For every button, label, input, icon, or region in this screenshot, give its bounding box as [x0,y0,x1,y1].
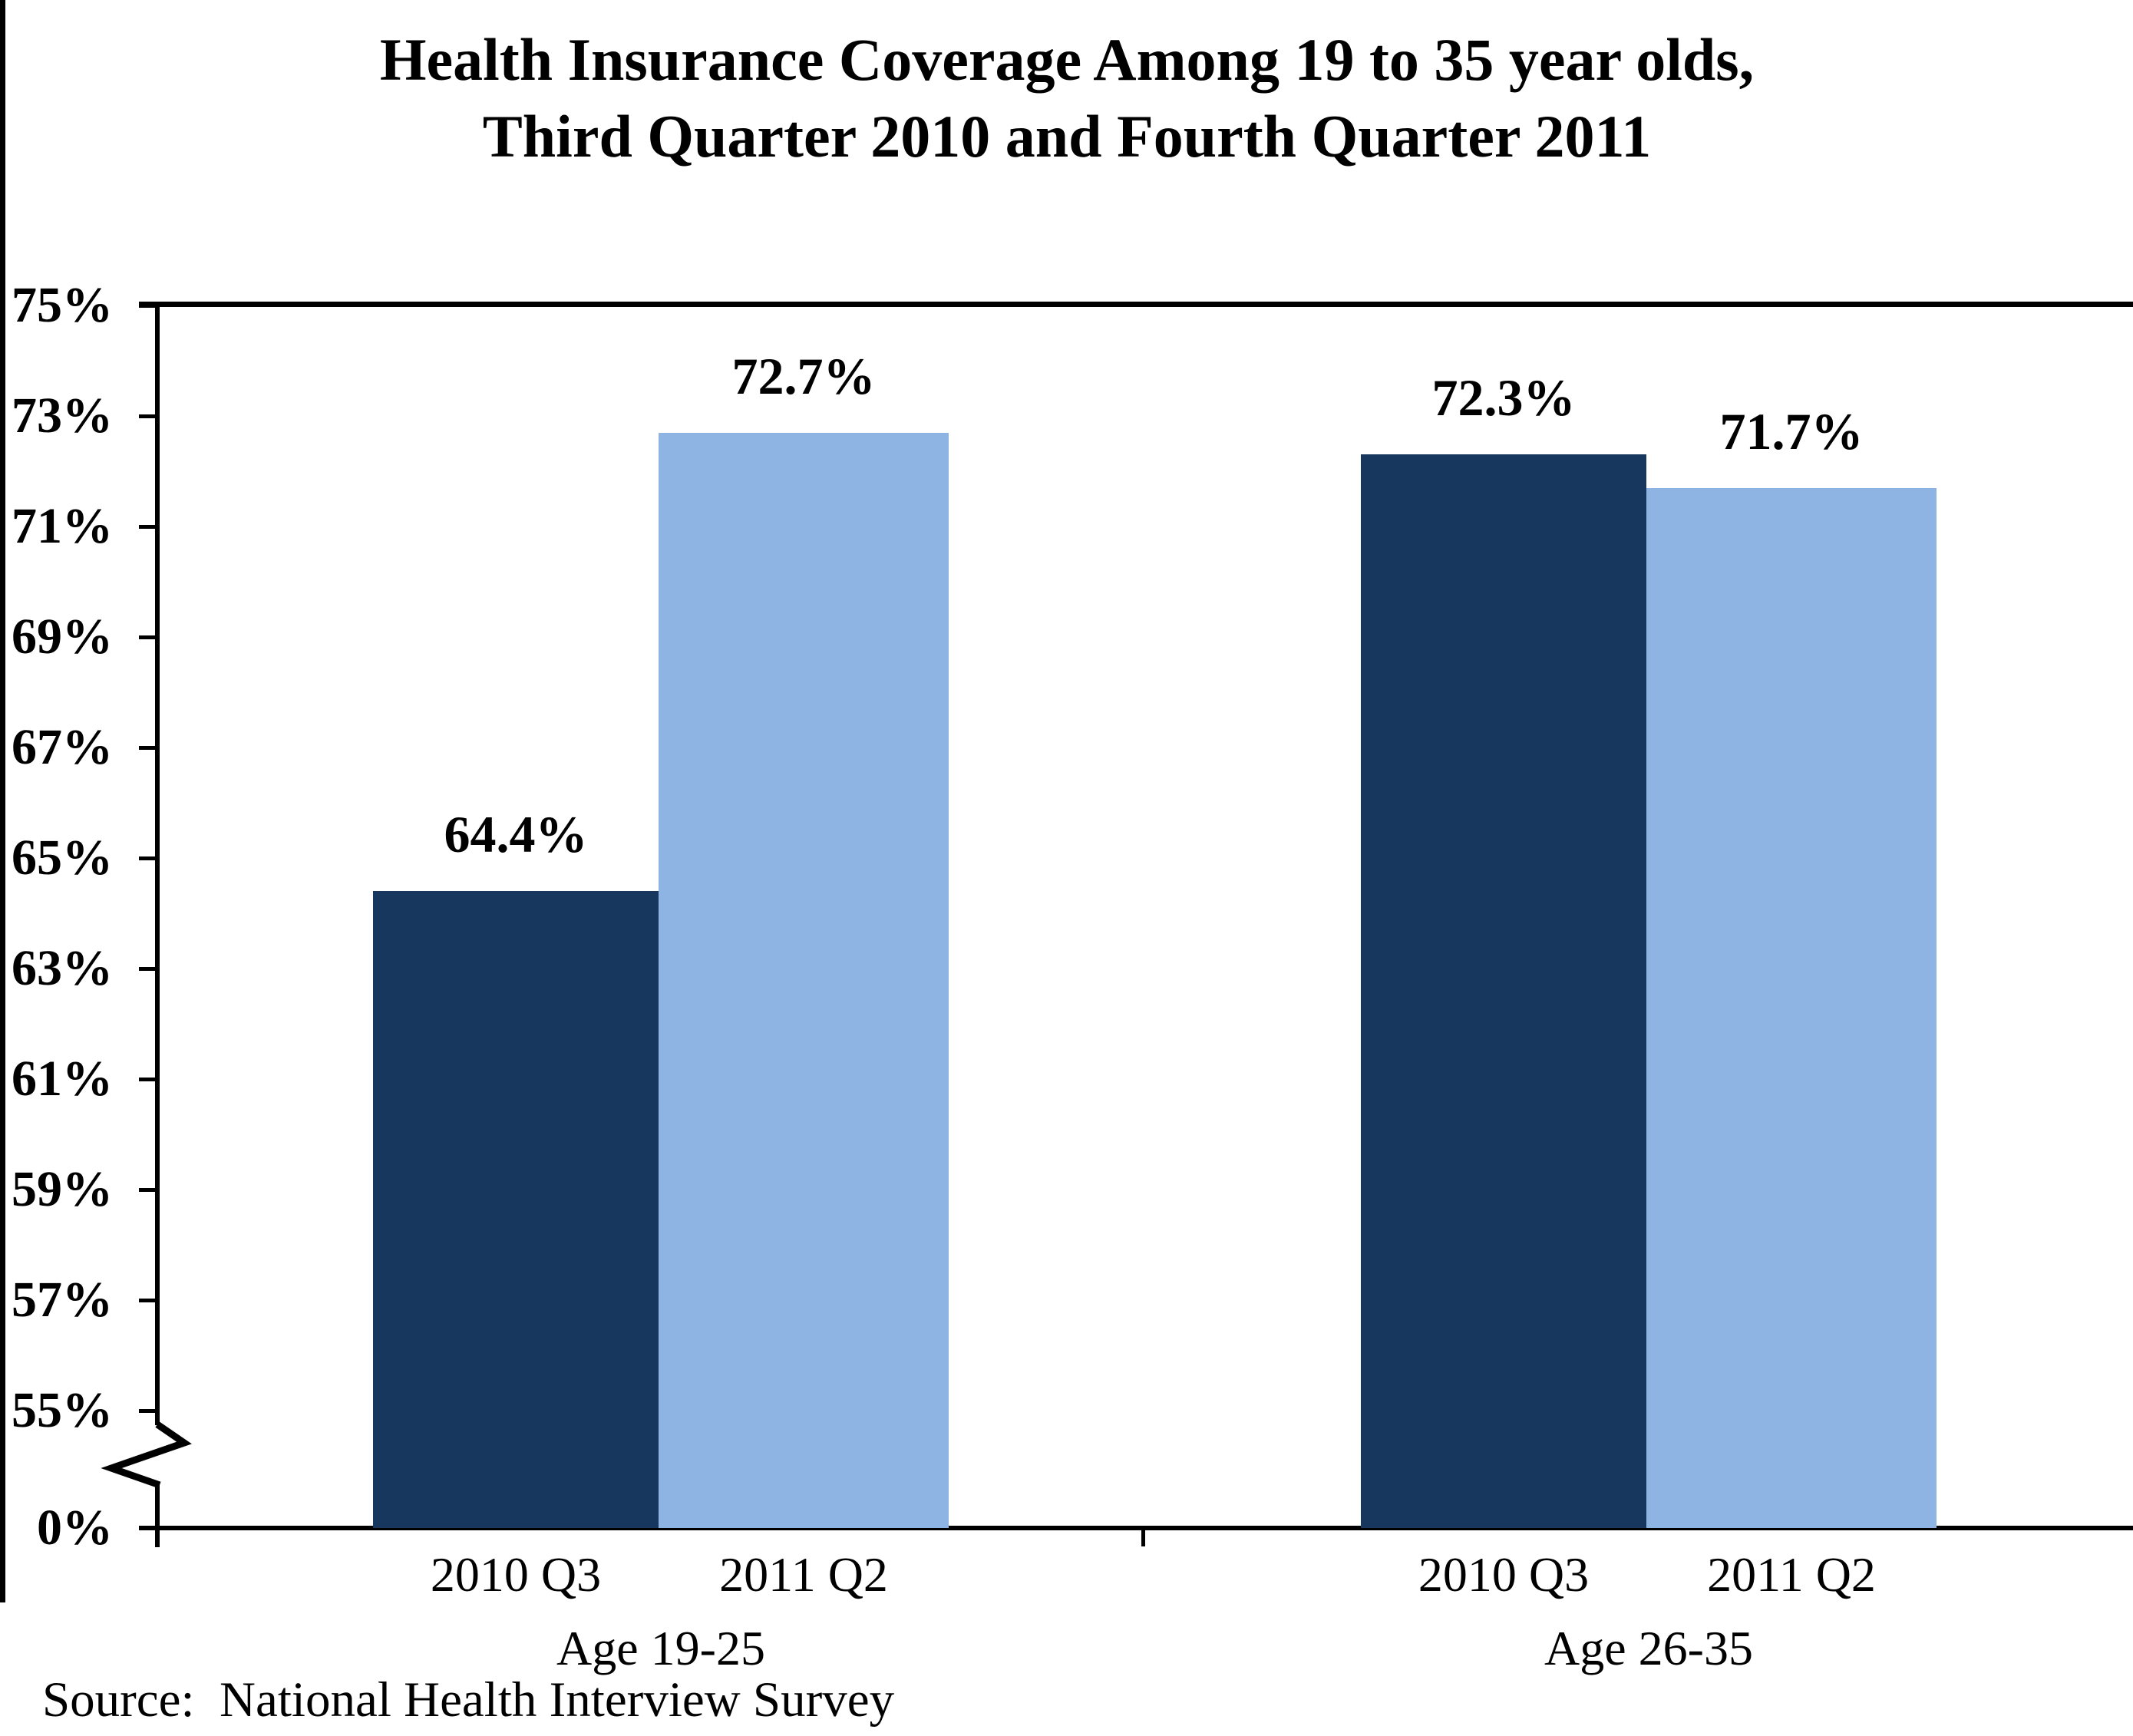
y-tick-label-55: 55% [12,1382,113,1438]
y-tick-69 [139,635,158,639]
image-left-border [0,0,5,1602]
y-tick-63 [139,967,158,971]
y-tick-label-71: 71% [12,498,113,554]
y-tick-label-57: 57% [12,1272,113,1328]
y-tick-59 [139,1188,158,1192]
bar-2011q2-age26-35 [1646,487,1937,1528]
y-tick-55 [139,1409,158,1413]
chart-title: Health Insurance Coverage Among 19 to 35… [69,21,2065,175]
bar-2010q3-age26-35 [1361,454,1646,1528]
x-axis-category-tick [1141,1528,1145,1546]
y-axis-line-lower [155,1483,160,1547]
y-axis-line-upper [155,303,160,1425]
y-tick-label-65: 65% [12,830,113,886]
y-tick-67 [139,746,158,750]
chart-title-line2: Third Quarter 2010 and Fourth Quarter 20… [482,103,1652,170]
x-label-2011q2-g0: 2011 Q2 [719,1547,888,1602]
y-tick-65 [139,856,158,860]
y-tick-label-63: 63% [12,940,113,996]
bar-2010q3-age19-25 [373,891,659,1528]
y-tick-label-0: 0% [37,1500,113,1556]
y-tick-71 [139,525,158,529]
y-tick-label-75: 75% [12,277,113,333]
y-tick-75 [139,304,158,308]
y-tick-61 [139,1078,158,1081]
y-tick-0 [139,1526,158,1530]
group-label-age19-25: Age 19-25 [556,1621,765,1675]
plot-top-border [139,302,2133,307]
y-tick-label-73: 73% [12,388,113,444]
x-label-2010q3-g1: 2010 Q3 [1418,1547,1590,1602]
y-tick-57 [139,1299,158,1302]
bar-2011q2-age19-25 [659,432,949,1528]
y-tick-label-69: 69% [12,609,113,665]
x-label-2011q2-g1: 2011 Q2 [1707,1547,1876,1602]
y-tick-label-61: 61% [12,1051,113,1107]
axis-break-icon [101,1421,192,1489]
value-label-72.7%: 72.7% [731,346,876,405]
y-tick-label-67: 67% [12,719,113,775]
chart-title-line1: Health Insurance Coverage Among 19 to 35… [379,26,1755,93]
x-axis-line [139,1526,2133,1530]
source-note: Source: National Health Interview Survey [42,1672,895,1728]
x-label-2010q3-g0: 2010 Q3 [430,1547,602,1602]
group-label-age26-35: Age 26-35 [1544,1621,1753,1675]
y-tick-73 [139,414,158,418]
value-label-71.7%: 71.7% [1719,401,1864,460]
value-label-72.3%: 72.3% [1431,368,1576,427]
y-tick-label-59: 59% [12,1161,113,1217]
value-label-64.4%: 64.4% [444,805,588,864]
